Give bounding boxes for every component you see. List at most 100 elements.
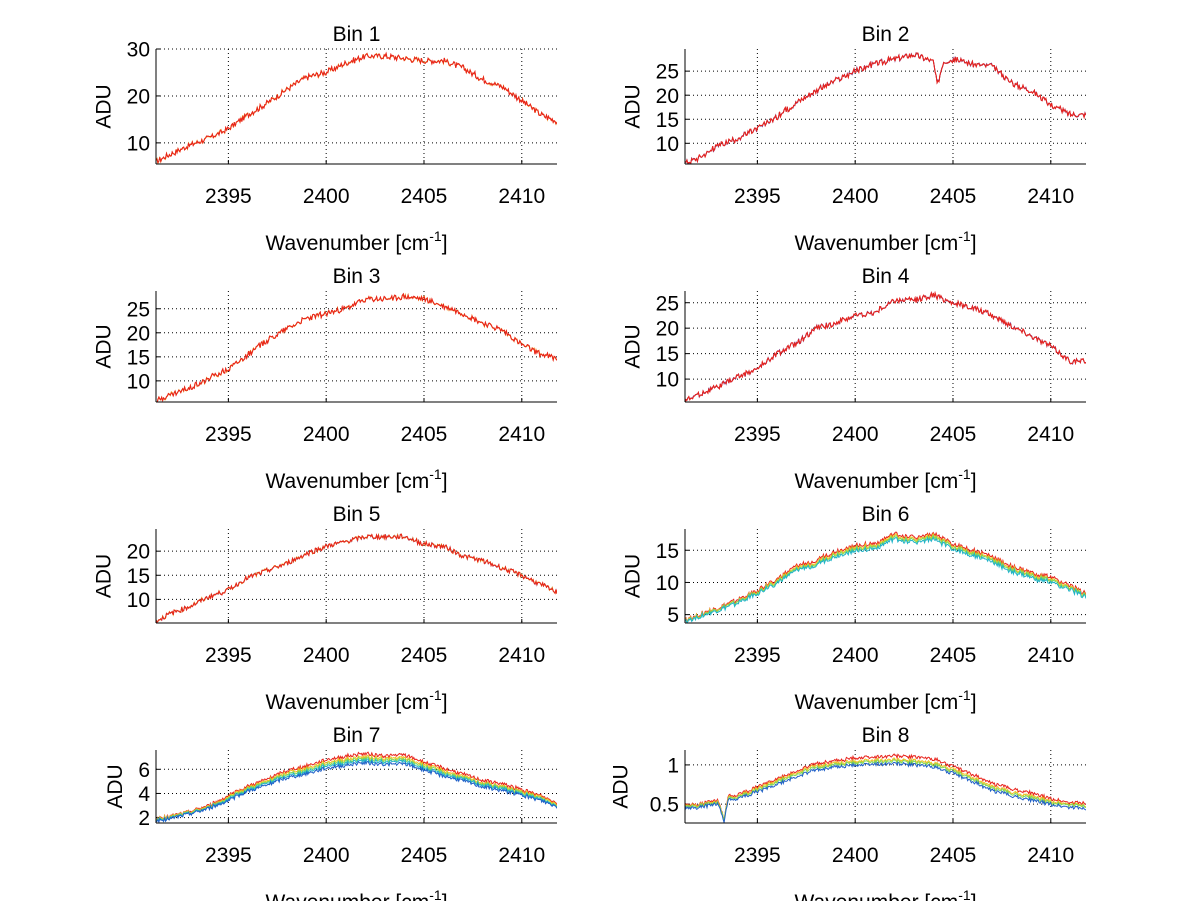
x-axis-label-superscript: -1: [958, 687, 971, 703]
y-tick-label: 25: [656, 61, 679, 84]
y-tick-label: 20: [656, 318, 679, 341]
x-tick-label: 2405: [930, 185, 977, 208]
x-tick-label: 2400: [303, 423, 350, 446]
x-tick-label: 2395: [734, 844, 781, 867]
y-tick-label: 10: [656, 133, 679, 156]
y-tick-label: 15: [656, 540, 679, 563]
x-axis-label: Wavenumber [cm-1]: [794, 887, 976, 901]
x-tick-label: 2405: [930, 644, 977, 667]
subplot-title: Bin 5: [333, 503, 381, 526]
series-line-top-red: [156, 292, 557, 402]
x-tick-label: 2405: [401, 423, 448, 446]
x-axis-label-superscript: -1: [958, 887, 971, 901]
x-tick-label: 2405: [930, 844, 977, 867]
series-line-cyan: [156, 757, 557, 823]
x-axis-label-end: ]: [971, 470, 977, 493]
subplot-title: Bin 1: [333, 23, 381, 46]
x-axis-label-superscript: -1: [429, 887, 442, 901]
x-axis-label-end: ]: [442, 691, 448, 714]
x-axis-label: Wavenumber [cm-1]: [265, 687, 447, 714]
y-axis-label: ADU: [621, 84, 644, 128]
series-line-green: [685, 534, 1086, 623]
x-tick-label: 2405: [401, 844, 448, 867]
y-tick-label: 20: [656, 85, 679, 108]
x-tick-label: 2395: [205, 844, 252, 867]
x-axis-label-text: Wavenumber [cm: [794, 232, 958, 255]
series-line-yellow: [156, 533, 557, 623]
x-axis-label-superscript: -1: [958, 228, 971, 244]
series-line-orange: [156, 292, 557, 402]
series-line-blue: [685, 761, 1086, 823]
series-line-top-red: [156, 533, 557, 623]
y-tick-label: 10: [127, 370, 150, 393]
x-tick-label: 2410: [1027, 844, 1074, 867]
x-axis-label-superscript: -1: [958, 466, 971, 482]
y-tick-label: 10: [127, 589, 150, 612]
y-tick-label: 15: [656, 109, 679, 132]
series-line-orange: [156, 52, 557, 164]
x-tick-label: 2410: [498, 644, 545, 667]
x-tick-label: 2395: [734, 185, 781, 208]
subplot-title: Bin 2: [862, 23, 910, 46]
series-line-red: [156, 751, 557, 822]
x-tick-label: 2395: [205, 423, 252, 446]
y-tick-label: 0.5: [650, 794, 679, 817]
y-tick-label: 5: [667, 604, 679, 627]
series-line-red: [156, 292, 557, 402]
x-axis-label: Wavenumber [cm-1]: [794, 687, 976, 714]
x-tick-label: 2410: [498, 185, 545, 208]
x-tick-label: 2410: [1027, 423, 1074, 446]
x-axis-label: Wavenumber [cm-1]: [794, 228, 976, 255]
y-tick-label: 15: [127, 346, 150, 369]
y-tick-label: 1: [667, 754, 679, 777]
series-line-red: [685, 531, 1086, 623]
series-line-cyan: [685, 536, 1086, 623]
y-axis-label: ADU: [621, 324, 644, 368]
y-tick-label: 25: [656, 292, 679, 315]
subplot-grid: Bin 1 2395 2400 2405 2410 10 20 30 Wavenumber [c…: [92, 23, 1086, 901]
y-tick-label: 10: [127, 132, 150, 155]
x-tick-label: 2400: [832, 423, 879, 446]
x-tick-label: 2405: [930, 423, 977, 446]
y-axis-label: ADU: [610, 764, 633, 808]
x-tick-label: 2410: [498, 844, 545, 867]
x-axis-label: Wavenumber [cm-1]: [265, 228, 447, 255]
y-tick-label: 15: [127, 565, 150, 588]
x-axis-label-text: Wavenumber [cm: [794, 691, 958, 714]
series-line-red: [156, 51, 557, 164]
x-axis-label-end: ]: [442, 232, 448, 255]
y-tick-label: 10: [656, 572, 679, 595]
x-tick-label: 2395: [734, 423, 781, 446]
y-tick-label: 20: [127, 85, 150, 108]
series-line-purple: [685, 51, 1086, 164]
y-axis-label: ADU: [104, 764, 127, 808]
subplot-title: Bin 7: [333, 724, 381, 747]
series-line-green: [685, 758, 1086, 821]
x-tick-label: 2395: [205, 185, 252, 208]
subplot-bin-8: Bin 8 2395 2400 2405 2410 0.5 1 Wavenumber [cm-…: [610, 724, 1086, 901]
series-line-top-red: [156, 51, 557, 164]
x-tick-label: 2400: [832, 844, 879, 867]
x-axis-label: Wavenumber [cm-1]: [265, 466, 447, 493]
subplot-bin-1: Bin 1 2395 2400 2405 2410 10 20 30 Wavenumber [c…: [92, 23, 557, 255]
subplot-bin-6: Bin 6 2395 2400 2405 2410 5 10 15 Wavenumber [cm…: [621, 503, 1086, 714]
x-axis-label-superscript: -1: [429, 687, 442, 703]
x-axis-label-end: ]: [442, 470, 448, 493]
y-axis-label: ADU: [92, 554, 115, 598]
series-line-top-red: [685, 291, 1086, 402]
x-tick-label: 2395: [734, 644, 781, 667]
x-axis-label-end: ]: [971, 232, 977, 255]
x-tick-label: 2405: [401, 185, 448, 208]
series-line-yellow: [685, 532, 1086, 623]
x-tick-label: 2410: [1027, 185, 1074, 208]
x-tick-label: 2400: [303, 185, 350, 208]
series-line-top-red: [685, 52, 1086, 164]
y-tick-label: 30: [127, 39, 150, 62]
y-tick-label: 25: [127, 298, 150, 321]
x-axis-label-text: Wavenumber [cm: [265, 232, 429, 255]
x-axis-label-end: ]: [442, 891, 448, 901]
series-line-yellow: [685, 757, 1086, 821]
